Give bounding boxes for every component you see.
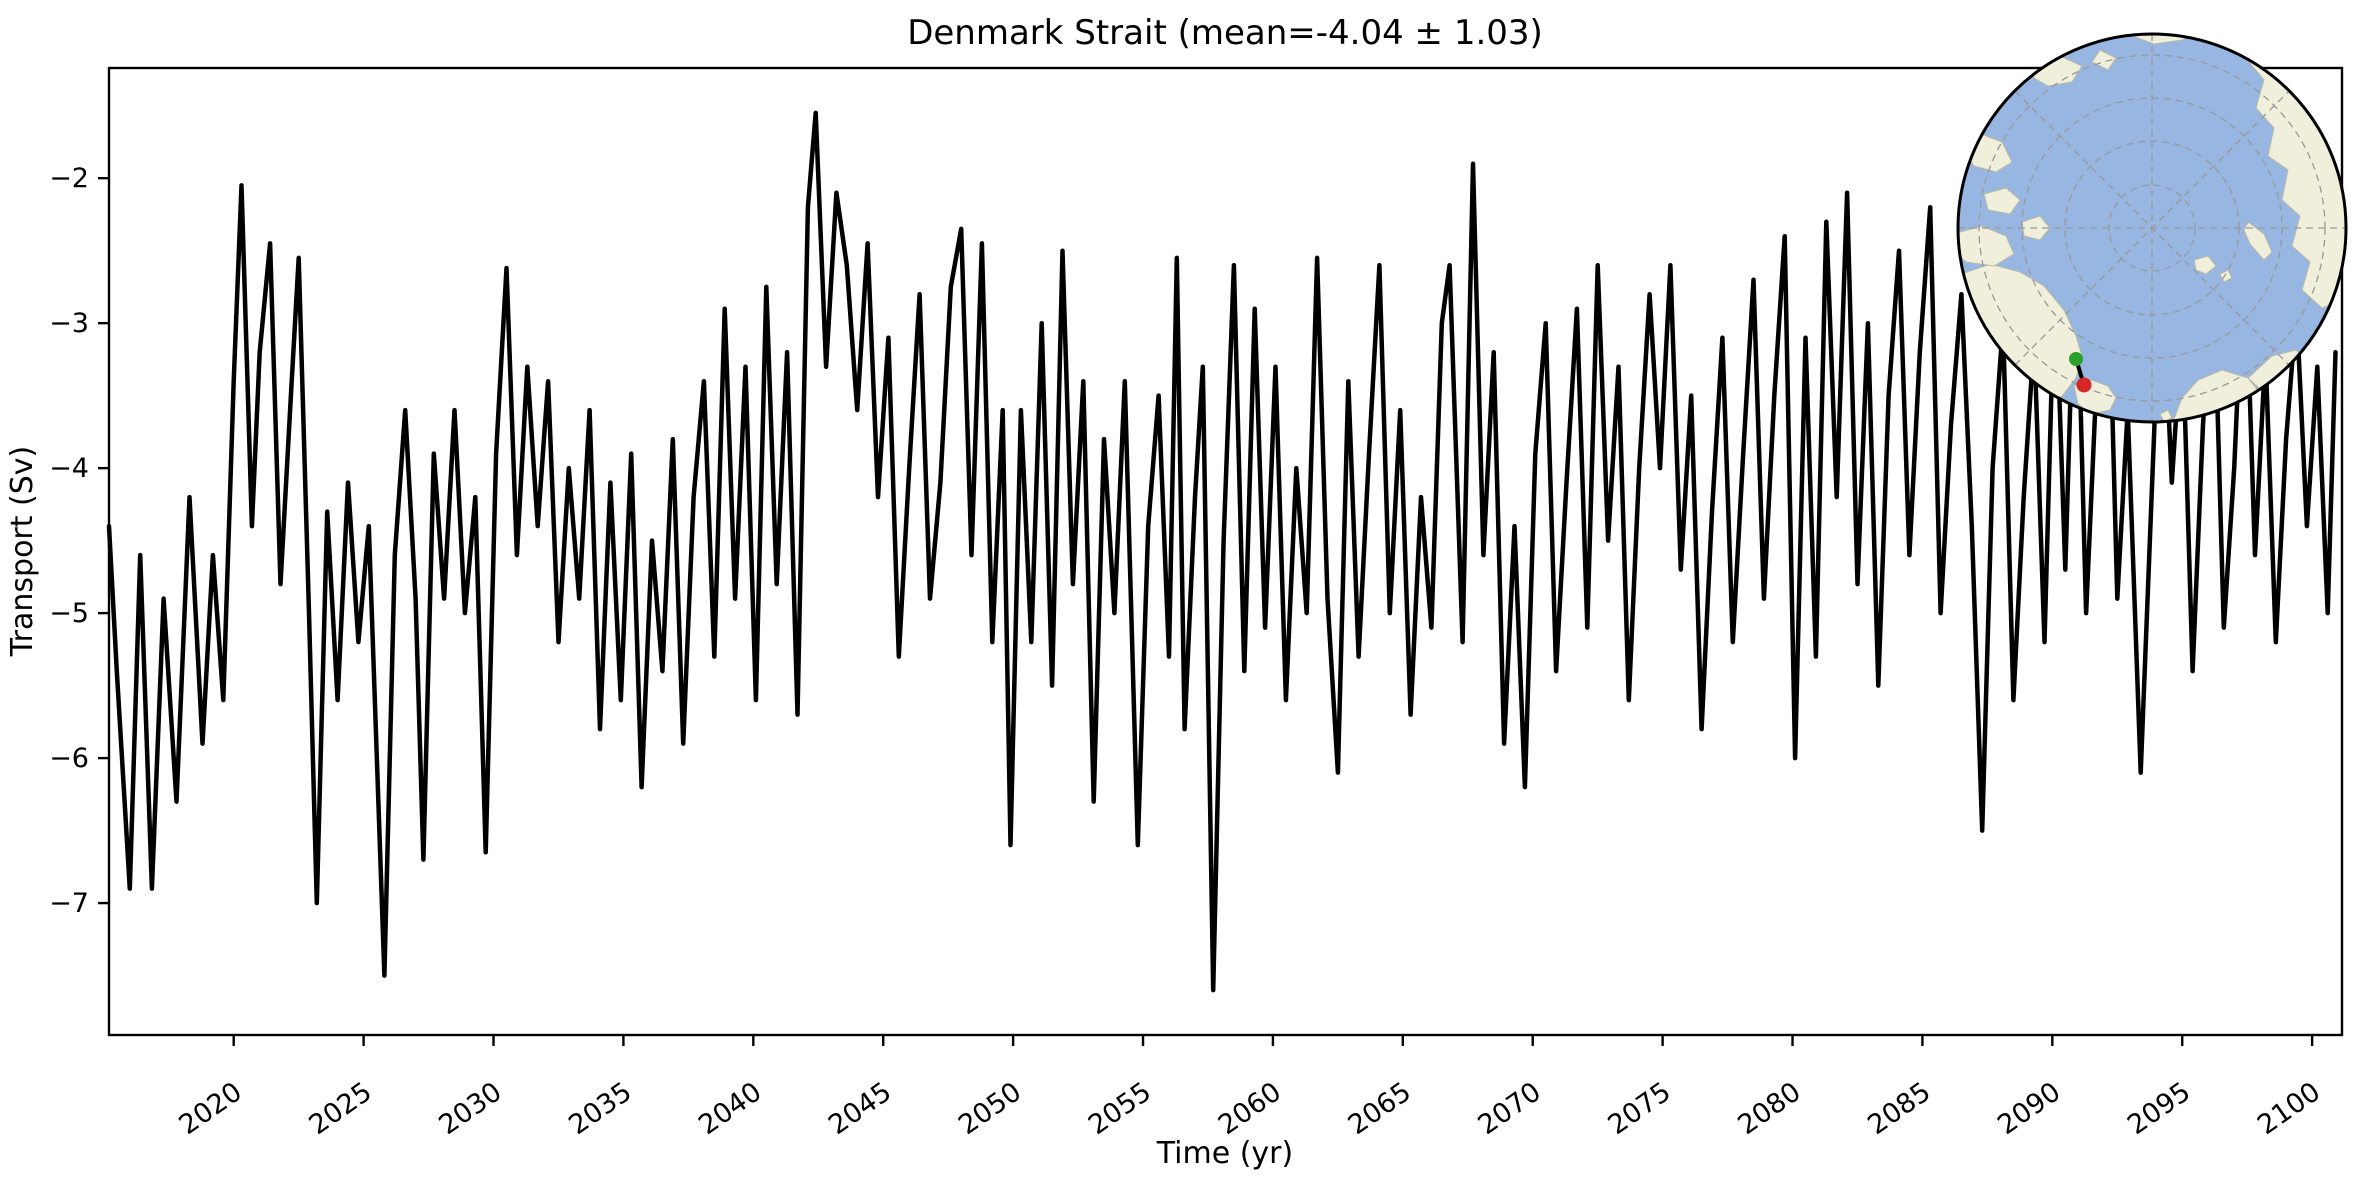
x-tick-label: 2100: [2252, 1076, 2326, 1141]
transport-series-line: [106, 110, 2338, 993]
x-tick-label: 2050: [953, 1076, 1027, 1141]
inset-land-novaya-zemlya: [2243, 221, 2273, 261]
inset-land-canada-2: [1983, 187, 2021, 215]
section-start-marker: [2069, 352, 2083, 366]
x-tick-label: 2095: [2122, 1076, 2196, 1141]
y-tick-label: −5: [49, 598, 89, 629]
inset-land-svalbard: [2193, 255, 2217, 275]
y-tick-label: −3: [49, 308, 89, 339]
inset-land-scandinavia: [2171, 369, 2271, 422]
x-tick-label: 2070: [1473, 1076, 1547, 1141]
y-tick-label: −7: [49, 888, 89, 919]
x-tick-label: 2065: [1343, 1076, 1417, 1141]
inset-graticule: [1958, 34, 2346, 422]
x-tick-label: 2055: [1083, 1076, 1157, 1141]
x-tick-label: 2025: [304, 1076, 378, 1141]
x-axis-label: Time (yr): [1156, 1136, 1293, 1171]
inset-border: [1956, 32, 2348, 424]
inset-land-faroe: [2159, 409, 2173, 422]
x-tick-label: 2060: [1213, 1076, 1287, 1141]
section-end-marker: [2076, 377, 2092, 393]
axes-frame: [107, 66, 2344, 1037]
x-tick-label: 2080: [1732, 1076, 1806, 1141]
x-tick-label: 2075: [1603, 1076, 1677, 1141]
x-tick-label: 2040: [693, 1076, 767, 1141]
polar-map-inset: [1956, 32, 2348, 424]
x-tick-label: 2085: [1862, 1076, 1936, 1141]
y-axis-ticks: −2 −3 −4 −5 −6 −7: [49, 163, 109, 919]
y-tick-label: −4: [49, 453, 89, 484]
chart-title: Denmark Strait (mean=-4.04 ± 1.03): [907, 13, 1543, 53]
y-tick-label: −6: [49, 743, 89, 774]
x-tick-label: 2090: [1992, 1076, 2066, 1141]
x-tick-label: 2020: [174, 1076, 248, 1141]
x-tick-label: 2030: [433, 1076, 507, 1141]
y-tick-label: −2: [49, 163, 89, 194]
x-axis-ticks: 2020 2025 2030 2035 2040 2045 2050 2055 2060 2065…: [174, 1035, 2326, 1141]
y-axis-label: Transport (Sv): [5, 446, 40, 658]
x-tick-label: 2035: [563, 1076, 637, 1141]
inset-land-wrangel: [2091, 49, 2117, 71]
x-tick-label: 2045: [823, 1076, 897, 1141]
